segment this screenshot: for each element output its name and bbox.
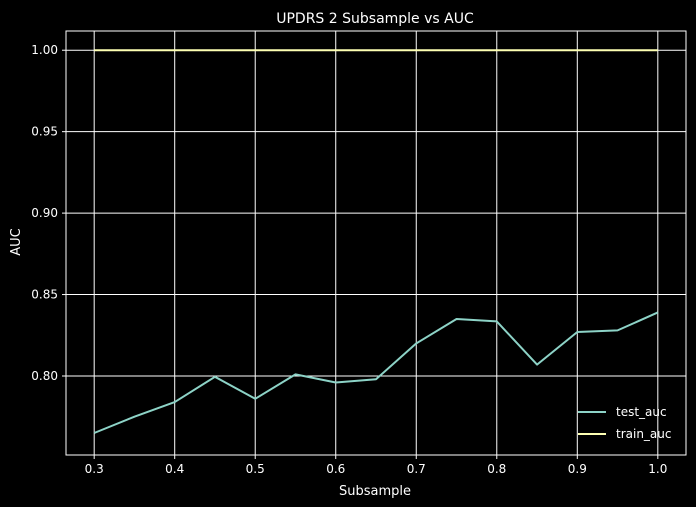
- x-tick-label: 1.0: [648, 462, 667, 476]
- x-tick-label: 0.5: [246, 462, 265, 476]
- y-tick-label: 0.80: [31, 369, 58, 383]
- x-axis-label: Subsample: [339, 484, 411, 499]
- x-axis-ticks: 0.3 0.4 0.5 0.6 0.7 0.8 0.9 1.0: [85, 455, 667, 476]
- series-line-test-auc: [93, 311, 659, 434]
- chart-title: UPDRS 2 Subsample vs AUC: [276, 11, 474, 27]
- x-tick-label: 0.4: [165, 462, 184, 476]
- series-lines: [93, 49, 659, 434]
- legend-label-test-auc: test_auc: [616, 405, 667, 419]
- y-tick-label: 0.90: [31, 206, 58, 220]
- x-tick-label: 0.3: [85, 462, 104, 476]
- plot-frame: [65, 30, 687, 456]
- legend: test_auc train_auc: [578, 405, 672, 441]
- x-tick-label: 0.7: [407, 462, 426, 476]
- x-tick-label: 0.9: [568, 462, 587, 476]
- y-axis-label: AUC: [9, 228, 24, 256]
- y-tick-label: 1.00: [31, 43, 58, 57]
- y-axis-ticks: 0.80 0.85 0.90 0.95 1.00: [31, 43, 66, 383]
- y-tick-label: 0.95: [31, 125, 58, 139]
- y-tick-label: 0.85: [31, 288, 58, 302]
- legend-label-train-auc: train_auc: [616, 427, 672, 441]
- x-tick-label: 0.8: [487, 462, 506, 476]
- x-tick-label: 0.6: [326, 462, 345, 476]
